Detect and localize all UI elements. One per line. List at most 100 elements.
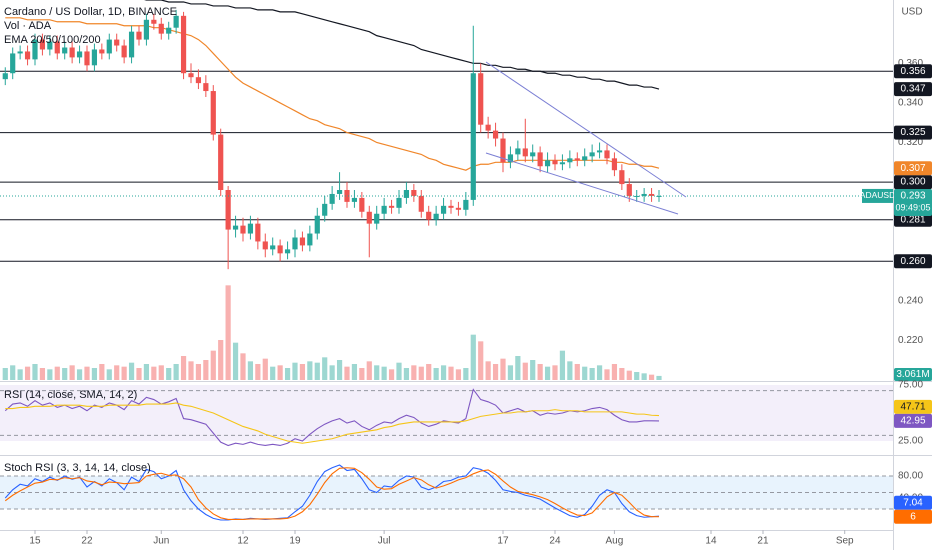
candle-body [143,19,150,40]
rsi-background [0,385,893,441]
volume-bar [492,364,499,380]
x-tick-label: Aug [606,536,624,547]
badge-label: 0.325 [900,127,925,138]
volume-bar [611,364,618,380]
symbol-label: ADAUSD [860,190,895,200]
volume-badge [894,368,932,381]
candle-body [76,51,83,58]
volume-bar [433,368,439,380]
stoch-line [4,467,659,520]
price-badge [894,495,932,510]
volume-bar [403,368,410,380]
candle-body [91,49,98,66]
volume-bar [2,368,8,380]
badge-label: 0.356 [900,66,925,77]
volume-bar [544,366,551,380]
volume-bar [359,368,365,380]
candle-body [336,190,343,194]
badge-label: 7.04 [903,497,923,508]
volume-bar [619,368,625,380]
volume-bar [32,364,38,380]
x-tick-label: 12 [237,536,249,547]
candle-body [62,47,68,54]
candle-body [84,51,90,66]
x-tick-label: 22 [81,536,93,547]
price-badge [894,254,932,269]
candle-body [433,213,439,220]
candle-body [656,195,662,197]
candle-body [10,53,16,74]
volume-bar [270,366,276,380]
candle-body [567,158,573,163]
symbol-badge [862,188,893,203]
candle-body [522,148,528,157]
candle-body [114,39,120,46]
rsi-title: RSI (14, close, SMA, 14, 2) [4,389,137,401]
x-tick-label: Jun [153,536,169,547]
candle-body [492,130,499,139]
badge-label: 0.293 [900,191,925,202]
volume-bar [76,369,83,380]
y-tick-label: 0.240 [898,295,923,306]
volume-bar [396,362,402,380]
candle-body [158,23,164,34]
volume-bar [255,364,261,380]
volume-bar [136,368,142,380]
volume-bar [166,368,172,380]
price-badge [894,413,932,428]
candle-body [455,207,462,210]
volume-bar [411,365,417,380]
volume-bar [641,373,647,380]
candle-body [292,237,298,250]
volume-bar [574,364,580,380]
candle-body [366,211,372,224]
price-badge [894,64,932,79]
badge-label: 0.281 [900,214,925,225]
volume-bar [158,365,164,380]
volume-bar [448,366,454,380]
x-tick-label: 19 [289,536,301,547]
candle-body [440,205,447,214]
candle-body [574,158,580,161]
volume-bar [180,356,187,380]
stoch-title: Stoch RSI (3, 3, 14, 14, close) [4,462,151,474]
candle-body [485,124,491,131]
price-pane [0,0,893,380]
volume-bar [284,368,291,380]
volume-bar [106,369,112,380]
volume-bar [203,360,209,380]
x-tick-label: 17 [497,536,509,547]
candle-body [166,27,172,34]
volume-bar [500,358,506,380]
volume-bar [24,366,31,380]
candle-body [648,193,655,196]
axes: 0.360 0.340 0.320 0.240 0.220 15 22 Jun 12 19 Jul 1… [29,58,932,547]
price-badge [894,188,932,216]
volume-bar [218,340,224,380]
rsi-line [4,388,660,447]
candle-body [54,41,60,54]
candle-body [17,51,23,54]
volume-bar [485,361,491,380]
volume-bar [388,369,395,380]
volume-bar [232,342,239,380]
y-tick-label: 0.220 [898,335,923,346]
candle-body [403,190,410,198]
volume-bar [225,285,231,380]
volume-bar [604,369,610,380]
candle-body [99,49,105,54]
price-badge [894,82,932,97]
candle-body [537,152,543,167]
volume-bar [143,364,150,380]
candle-body [240,225,246,234]
volume-bar [314,362,320,380]
candle-body [232,225,239,230]
volume-bar [292,362,298,380]
volume-bar [121,366,127,380]
volume-bar [507,365,514,380]
candle-body [604,150,610,159]
candle-body [121,45,127,58]
candle-body [374,213,380,224]
volume-bar [47,369,53,380]
